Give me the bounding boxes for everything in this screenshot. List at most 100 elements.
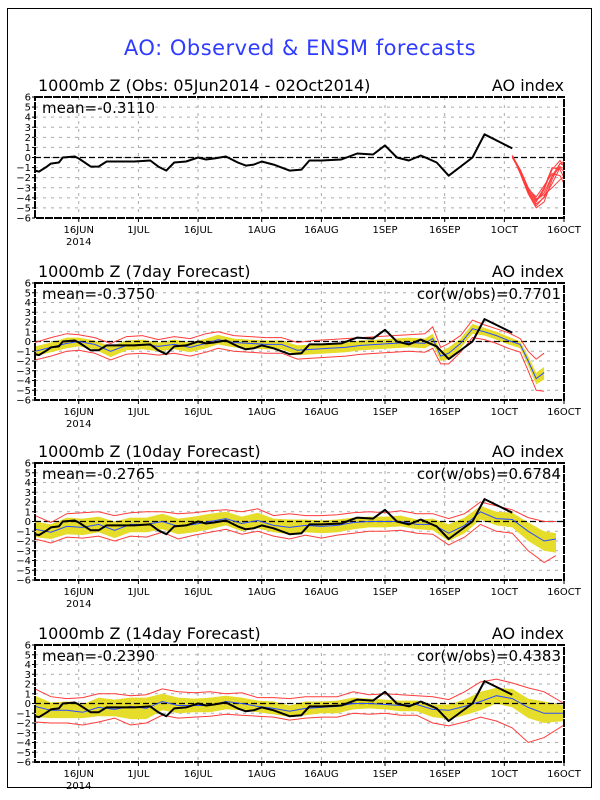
xtick-label: 1JUL [127, 225, 150, 236]
spread-band [35, 323, 545, 385]
xtick-label: 16OCT [547, 407, 582, 418]
ytick-label: 0 [25, 699, 31, 710]
xtick-sublabel: 2014 [66, 237, 91, 248]
xtick-label: 16JUL [184, 769, 213, 780]
ytick-label: −3 [16, 183, 31, 194]
xtick-label: 1OCT [491, 225, 519, 236]
ytick-label: −1 [16, 163, 31, 174]
ytick-label: 0 [25, 517, 31, 528]
xtick-label: 16AUG [304, 407, 339, 418]
ytick-label: 4 [25, 113, 31, 124]
ytick-label: −3 [16, 546, 31, 557]
ytick-label: 4 [25, 478, 31, 489]
ytick-label: −2 [16, 537, 31, 548]
ytick-label: −4 [16, 738, 31, 749]
ytick-label: −1 [16, 709, 31, 720]
ytick-label: 3 [25, 308, 31, 319]
xtick-label: 16SEP [429, 407, 460, 418]
xtick-label: 1AUG [248, 407, 276, 418]
xtick-label: 1SEP [372, 769, 397, 780]
ytick-label: −4 [16, 556, 31, 567]
ensemble-member-line [511, 155, 565, 207]
ensemble-members [511, 155, 565, 209]
ytick-label: −2 [16, 357, 31, 368]
ensemble-member-line [511, 157, 565, 200]
xtick-label: 16AUG [304, 769, 339, 780]
envelope-upper-line [34, 501, 556, 524]
xtick-sublabel: 2014 [66, 781, 91, 792]
xtick-label: 16OCT [547, 769, 582, 780]
xtick-label: 16OCT [547, 587, 582, 598]
correlation-annotation: cor(w/obs)=0.7701 [417, 285, 561, 303]
ytick-label: −1 [16, 527, 31, 538]
xtick-label: 16JUN [64, 587, 94, 598]
xtick-label: 1OCT [491, 769, 519, 780]
ytick-label: 5 [25, 288, 31, 299]
ytick-label: 5 [25, 650, 31, 661]
ytick-label: 2 [25, 680, 31, 691]
ytick-label: 0 [25, 337, 31, 348]
ytick-label: 5 [25, 103, 31, 114]
ytick-label: 1 [25, 327, 31, 338]
xtick-label: 1JUL [127, 407, 150, 418]
xtick-label: 1JUL [127, 769, 150, 780]
xtick-label: 16JUL [184, 225, 213, 236]
ytick-label: 5 [25, 468, 31, 479]
xtick-label: 16JUL [184, 407, 213, 418]
xtick-label: 1OCT [491, 407, 519, 418]
ytick-label: −6 [16, 576, 31, 587]
xtick-sublabel: 2014 [66, 419, 91, 430]
panel-right-label: AO index [492, 442, 564, 461]
xtick-label: 1AUG [248, 225, 276, 236]
ytick-label: 6 [25, 279, 31, 290]
correlation-annotation: cor(w/obs)=0.4383 [417, 647, 561, 665]
ensemble-member-line [511, 157, 565, 203]
xtick-label: 1JUL [127, 587, 150, 598]
ytick-label: −6 [16, 758, 31, 769]
ytick-label: 4 [25, 660, 31, 671]
ytick-label: 2 [25, 133, 31, 144]
panel-right-label: AO index [492, 262, 564, 281]
ytick-label: 6 [25, 93, 31, 104]
ensemble-member-line [511, 155, 565, 209]
panel-right-label: AO index [492, 76, 564, 95]
ytick-label: 6 [25, 641, 31, 652]
ytick-label: −5 [16, 386, 31, 397]
xtick-label: 16SEP [429, 587, 460, 598]
ytick-label: 1 [25, 689, 31, 700]
xtick-label: 1AUG [248, 769, 276, 780]
envelope-lower-line [34, 523, 557, 564]
ensemble-mean-line [34, 511, 557, 542]
xtick-label: 16SEP [429, 225, 460, 236]
spread-band [35, 687, 564, 723]
mean-annotation: mean=-0.2765 [42, 465, 155, 483]
xtick-label: 16JUN [64, 407, 94, 418]
panel-title: 1000mb Z (10day Forecast) [38, 442, 261, 461]
mean-annotation: mean=-0.3110 [42, 99, 155, 117]
grid [35, 97, 564, 218]
ytick-label: −5 [16, 748, 31, 759]
ytick-label: −1 [16, 347, 31, 358]
panel-title: 1000mb Z (Obs: 05Jun2014 - 02Oct2014) [38, 76, 370, 95]
chart-panel-f10: 1000mb Z (10day Forecast) AO index 6543210… [16, 442, 581, 610]
observed-line [34, 133, 513, 177]
xtick-label: 1SEP [372, 407, 397, 418]
xtick-label: 16OCT [547, 225, 582, 236]
ytick-label: −4 [16, 376, 31, 387]
xtick-label: 16JUL [184, 587, 213, 598]
correlation-annotation: cor(w/obs)=0.6784 [417, 465, 561, 483]
observed-line [34, 318, 513, 361]
chart-panel-f7: 1000mb Z (7day Forecast) AO index6543210−… [16, 262, 581, 430]
panel-title: 1000mb Z (14day Forecast) [38, 624, 261, 643]
envelope-upper-line [34, 678, 565, 704]
chart-panel-f14: 1000mb Z (14day Forecast) AO index 6543210… [16, 624, 581, 792]
panel-title: 1000mb Z (7day Forecast) [38, 262, 250, 281]
ytick-label: 4 [25, 298, 31, 309]
ytick-label: −4 [16, 193, 31, 204]
ytick-label: −5 [16, 566, 31, 577]
chart-panel-obs: 1000mb Z (Obs: 05Jun2014 - 02Oct2014) AO … [16, 76, 581, 248]
xtick-label: 1SEP [372, 587, 397, 598]
figure-frame [7, 8, 592, 788]
observed-line [34, 680, 513, 722]
